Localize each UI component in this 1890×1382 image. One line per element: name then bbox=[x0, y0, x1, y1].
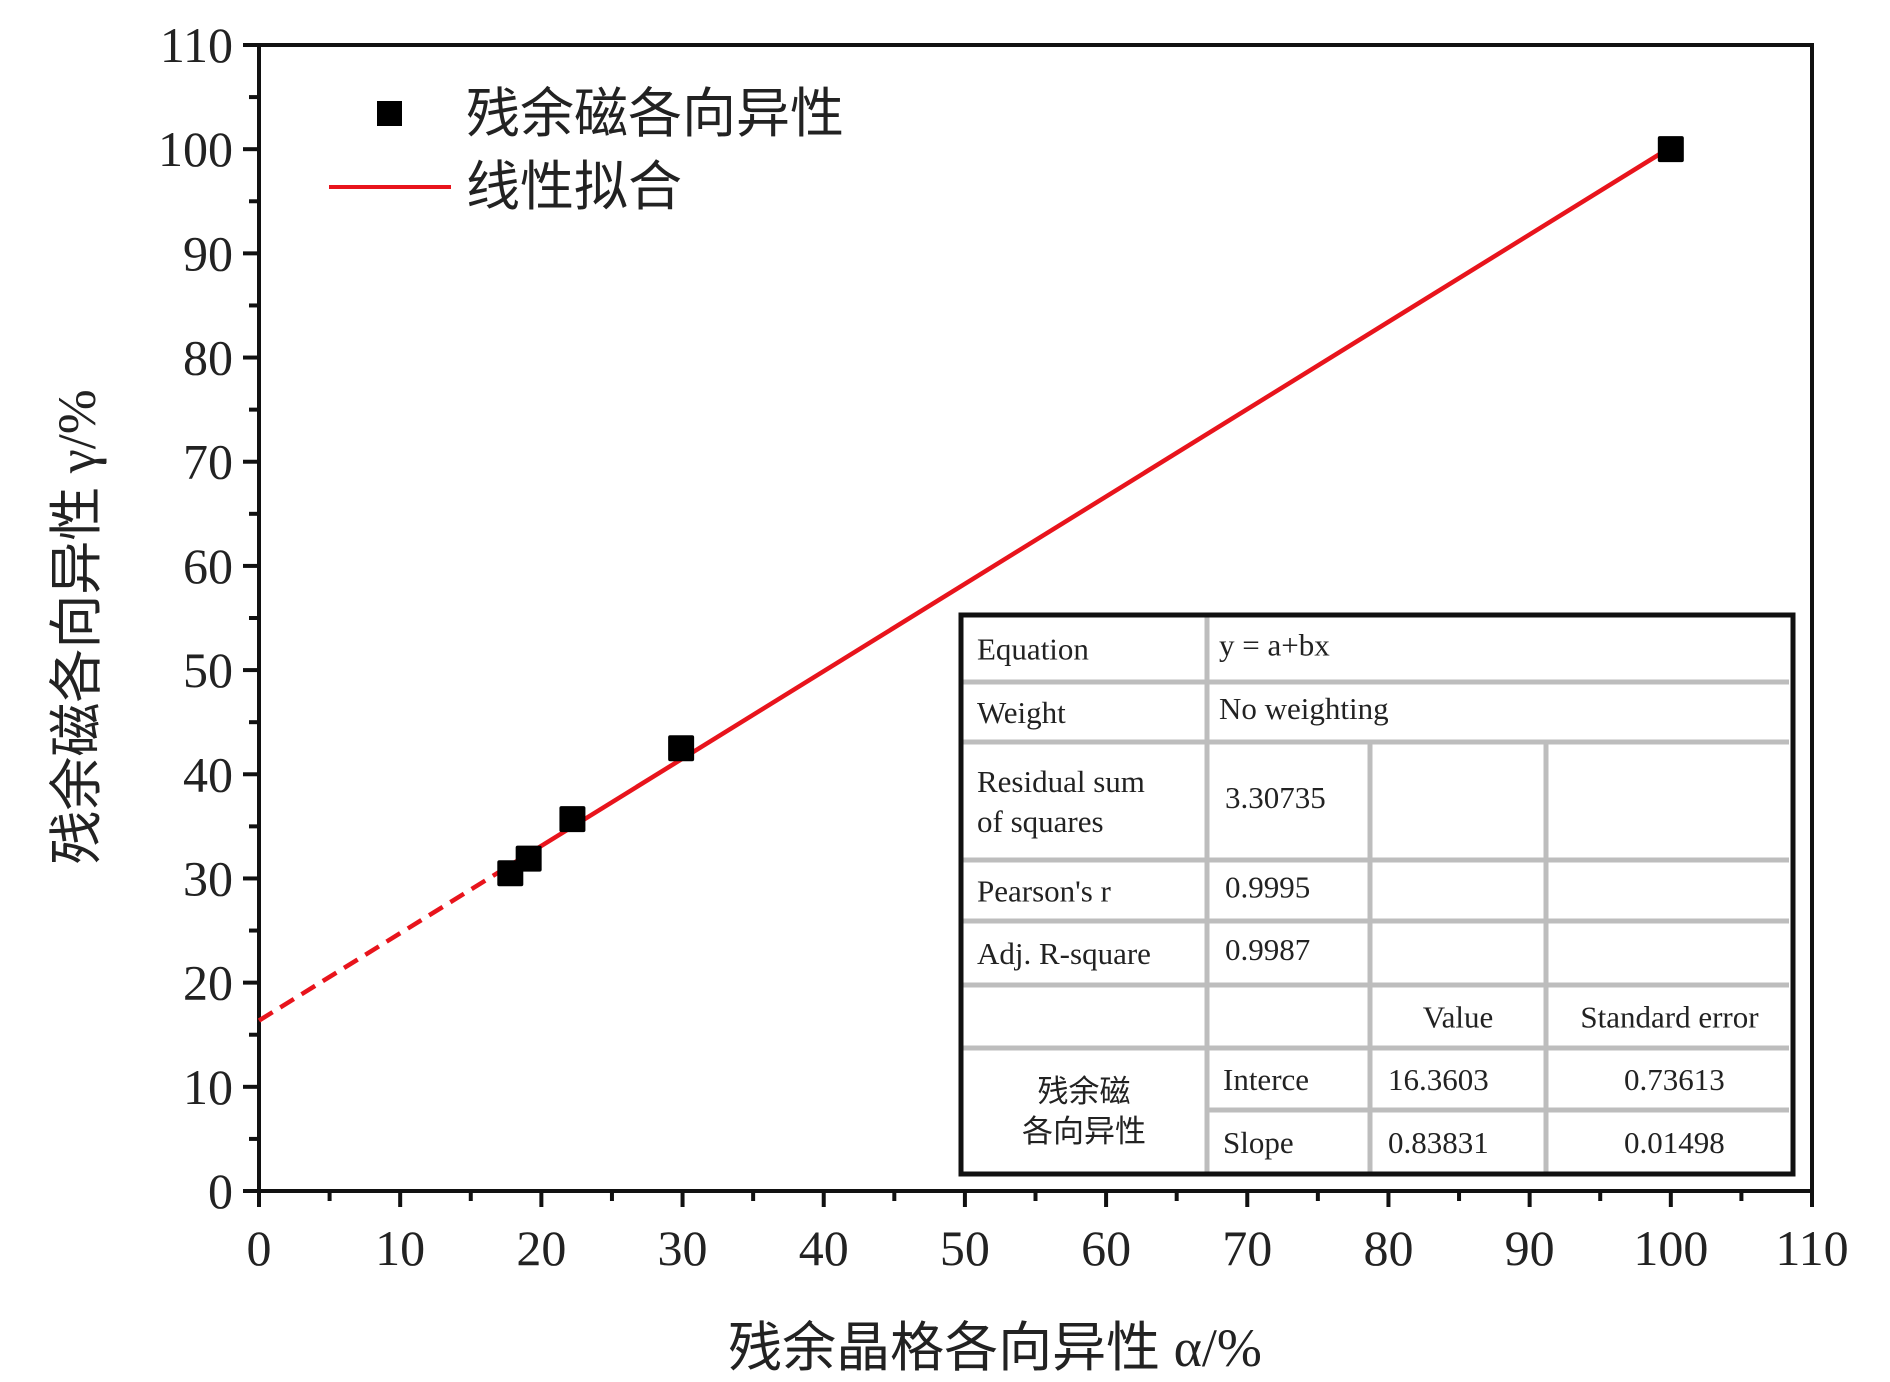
x-tick-label: 90 bbox=[1505, 1220, 1555, 1276]
table-cell: Value bbox=[1423, 1000, 1494, 1035]
table-cell: of squares bbox=[977, 804, 1104, 839]
y-tick-label: 100 bbox=[158, 121, 233, 177]
y-tick-label: 110 bbox=[160, 17, 233, 73]
data-point bbox=[1657, 136, 1684, 163]
table-border bbox=[958, 612, 1796, 1177]
y-tick-label: 50 bbox=[183, 642, 233, 698]
table-cell: Interce bbox=[1223, 1062, 1309, 1097]
table-cell: 16.3603 bbox=[1388, 1062, 1489, 1097]
x-tick-label: 50 bbox=[940, 1220, 990, 1276]
x-tick-label: 10 bbox=[375, 1220, 425, 1276]
table-cell: y = a+bx bbox=[1219, 628, 1330, 663]
x-tick-label: 40 bbox=[799, 1220, 849, 1276]
table-cell: 0.83831 bbox=[1388, 1125, 1489, 1160]
x-tick-label: 80 bbox=[1363, 1220, 1413, 1276]
data-point bbox=[668, 735, 695, 762]
table-cell: 0.9987 bbox=[1225, 932, 1310, 967]
x-tick-label: 30 bbox=[658, 1220, 708, 1276]
table-cell: 0.01498 bbox=[1624, 1125, 1725, 1160]
fit-line-extrapolated bbox=[257, 865, 508, 1023]
table-cell: Residual sum bbox=[977, 764, 1145, 799]
table-cell: Adj. R-square bbox=[977, 936, 1151, 971]
table-cell: No weighting bbox=[1219, 691, 1389, 726]
x-tick-label: 60 bbox=[1081, 1220, 1131, 1276]
data-point bbox=[559, 806, 586, 833]
x-tick-label: 70 bbox=[1222, 1220, 1272, 1276]
legend-label-scatter: 残余磁各向异性 bbox=[466, 84, 844, 144]
table-cell: 0.9995 bbox=[1225, 870, 1310, 905]
y-tick-label: 0 bbox=[208, 1163, 233, 1219]
fit-table: Equation y = a+bx Weight No weighting Residu… bbox=[958, 612, 1796, 1177]
table-bg bbox=[961, 615, 1793, 1174]
table-cell: Slope bbox=[1223, 1125, 1294, 1160]
y-tick-label: 40 bbox=[183, 746, 233, 802]
y-tick-label: 30 bbox=[183, 850, 233, 906]
x-tick-label: 100 bbox=[1633, 1220, 1708, 1276]
table-cell: Standard error bbox=[1580, 1000, 1759, 1035]
table-cell: Pearson's r bbox=[977, 874, 1112, 909]
y-tick-label: 60 bbox=[183, 538, 233, 594]
y-tick-label: 80 bbox=[183, 330, 233, 386]
table-cell: 0.73613 bbox=[1624, 1062, 1725, 1097]
x-tick-label: 110 bbox=[1775, 1220, 1848, 1276]
legend-marker-scatter bbox=[377, 101, 402, 126]
legend-label-line: 线性拟合 bbox=[466, 157, 682, 217]
table-cell: 各向异性 bbox=[1022, 1114, 1146, 1149]
data-point bbox=[515, 845, 542, 872]
fit-line bbox=[504, 145, 1673, 870]
table-cell: Weight bbox=[977, 695, 1066, 730]
y-tick-label: 90 bbox=[183, 225, 233, 281]
y-axis-title: 残余磁各向异性 γ/% bbox=[47, 389, 107, 864]
x-axis-title: 残余晶格各向异性 α/% bbox=[728, 1318, 1262, 1378]
table-cell: 残余磁 bbox=[1038, 1074, 1131, 1109]
x-tick-label: 0 bbox=[247, 1220, 272, 1276]
y-tick-label: 10 bbox=[183, 1059, 233, 1115]
x-tick-label: 20 bbox=[516, 1220, 566, 1276]
y-tick-label: 20 bbox=[183, 955, 233, 1011]
table-cell: 3.30735 bbox=[1225, 780, 1326, 815]
y-tick-label: 70 bbox=[183, 434, 233, 490]
table-cell: Equation bbox=[977, 632, 1089, 667]
